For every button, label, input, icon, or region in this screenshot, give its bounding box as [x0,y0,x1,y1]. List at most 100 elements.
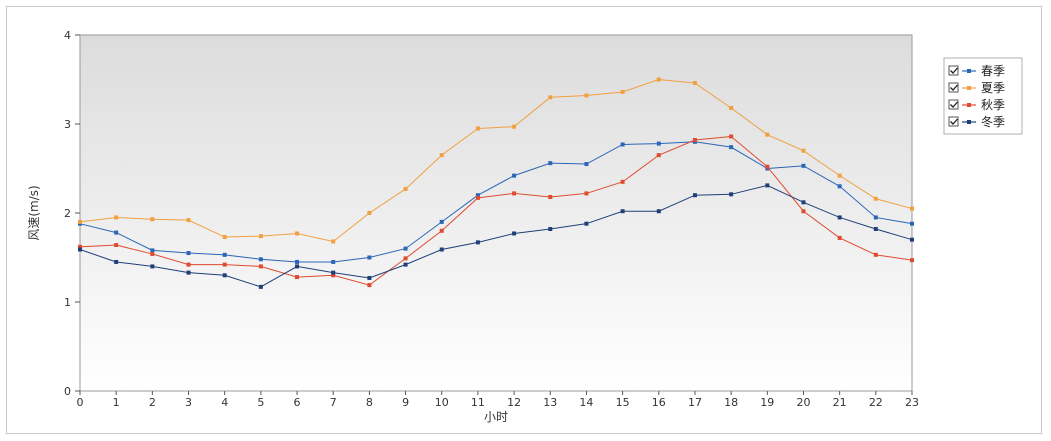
data-point [150,251,155,256]
data-point [729,145,734,150]
data-point [512,124,517,129]
data-point [584,221,589,226]
data-point [331,273,336,278]
legend-label: 夏季 [981,81,1005,95]
x-tick-label: 15 [616,396,630,409]
data-point [186,270,191,275]
series-line [79,78,913,243]
data-point [765,132,770,137]
data-point [620,142,625,147]
data-point [548,227,553,232]
data-point [801,209,806,214]
data-point [114,259,119,264]
data-point [512,231,517,236]
data-point [475,240,480,245]
data-point [295,264,300,269]
data-point [367,283,372,288]
legend-swatch-marker [967,120,971,124]
data-point [439,228,444,233]
data-point [548,161,553,166]
check-icon [950,84,958,91]
legend-label: 秋季 [981,98,1005,112]
data-point [620,209,625,214]
data-point [873,227,878,232]
data-point [692,193,697,198]
x-tick-label: 3 [185,396,192,409]
legend-checkbox[interactable] [948,99,959,110]
legend-item[interactable]: 夏季 [948,81,1005,95]
data-point [801,163,806,168]
data-point [295,231,300,236]
data-point [910,237,914,242]
data-point [367,211,372,215]
data-point [512,173,517,178]
legend-item[interactable]: 冬季 [948,114,1005,129]
data-point [837,173,842,178]
data-point [584,93,589,98]
series-2 [78,134,914,288]
data-point [222,235,227,240]
data-point [910,206,914,211]
data-point [620,179,625,184]
data-point [692,81,697,86]
series-3 [78,183,914,289]
data-point [367,255,372,260]
data-point [403,256,408,261]
legend-item[interactable]: 秋季 [948,98,1005,112]
data-point [475,193,480,198]
x-tick-label: 6 [294,396,301,409]
x-tick-label: 12 [507,396,521,409]
data-point [150,248,155,253]
data-point [258,257,263,262]
data-point [475,195,480,200]
data-point [548,95,553,100]
data-point [837,235,842,240]
legend-checkbox[interactable] [948,65,959,76]
legend-swatch-marker [967,86,971,90]
data-point [837,184,842,189]
y-tick-label: 3 [64,118,71,131]
legend-label: 春季 [981,64,1005,78]
x-tick-label: 5 [257,396,264,409]
data-point [78,219,82,224]
check-icon [950,118,958,125]
series-line [79,141,913,263]
data-point [656,77,661,82]
data-point [584,191,589,196]
data-point [656,141,661,146]
x-tick-label: 22 [869,396,883,409]
data-point [295,259,300,264]
y-tick-label: 2 [64,207,71,220]
data-point [186,251,191,256]
x-tick-label: 18 [724,396,738,409]
x-tick-label: 11 [471,396,485,409]
x-tick-label: 13 [543,396,557,409]
x-tick-label: 16 [652,396,666,409]
x-tick-label: 7 [330,396,337,409]
data-point [512,191,517,196]
data-point [367,275,372,280]
series-line [79,135,913,286]
legend-checkbox[interactable] [948,116,959,127]
x-tick-label: 19 [760,396,774,409]
data-point [114,243,119,248]
legend-checkbox[interactable] [948,82,959,93]
x-axis: 0 1 2 3 4 5 6 7 8 9 10 11 12 13 14 15 16 17 18 19 20 21 22 23 [77,391,919,409]
data-point [873,215,878,220]
data-point [620,89,625,94]
legend-item[interactable]: 春季 [948,64,1005,78]
x-tick-label: 1 [113,396,120,409]
data-point [222,273,227,278]
data-point [801,148,806,153]
data-point [331,239,336,244]
data-point [222,262,227,267]
data-point [258,234,263,239]
data-point [78,244,82,249]
data-point [801,200,806,205]
data-point [837,215,842,220]
series-1 [78,77,914,244]
data-point [403,186,408,191]
x-tick-label: 8 [366,396,373,409]
y-tick-label: 0 [64,385,71,398]
